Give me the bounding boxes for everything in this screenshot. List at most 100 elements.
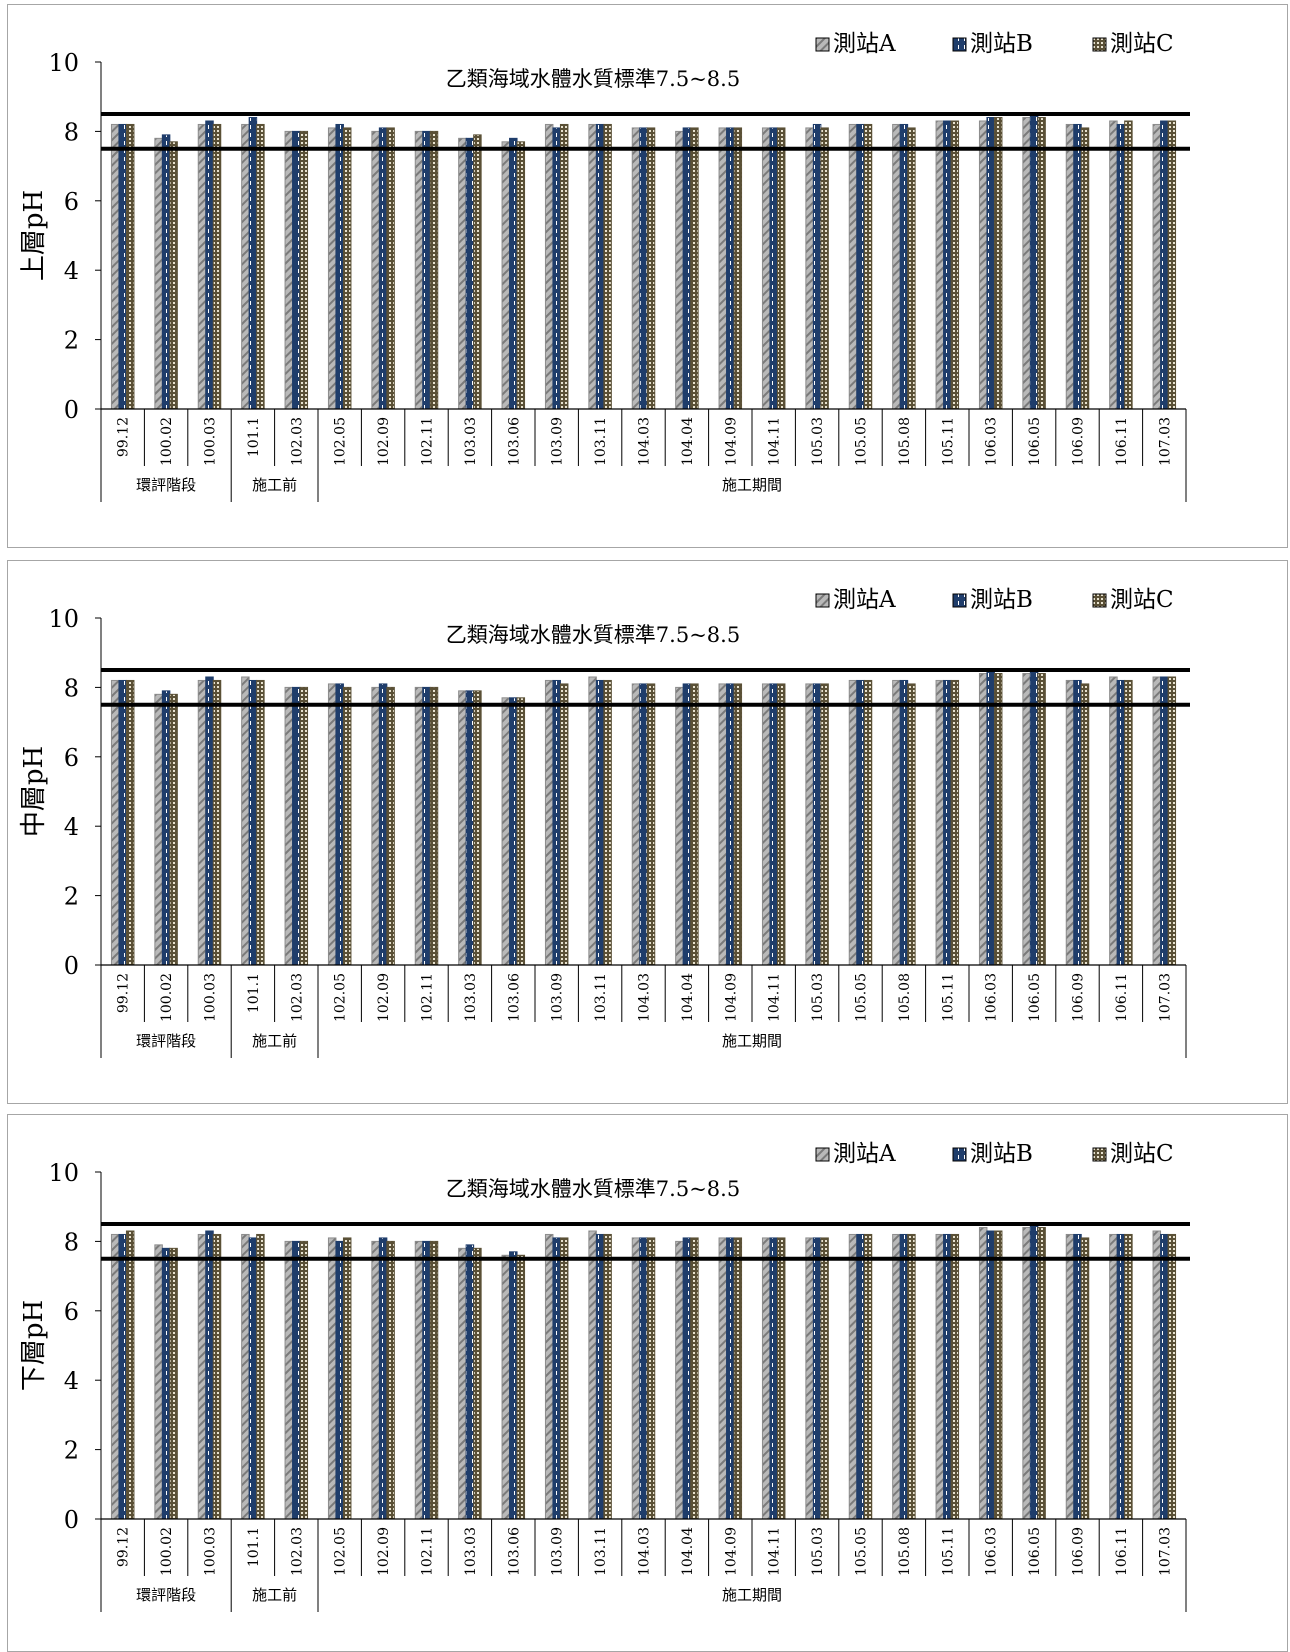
bar-station-c [256, 679, 265, 966]
bar-station-b [986, 669, 995, 966]
bar-station-a [327, 127, 337, 410]
legend-label-station-c: 測站C [1110, 587, 1174, 613]
bar-station-a [371, 686, 380, 966]
bar-station-b [205, 1230, 214, 1520]
bar-station-a [414, 686, 424, 966]
bar-station-a [110, 123, 120, 410]
bar-station-b [378, 1237, 388, 1520]
x-tick-label: 103.06 [506, 1527, 522, 1576]
bar-station-c [342, 686, 352, 966]
bar-station-c [386, 127, 395, 410]
bar-station-a [588, 123, 597, 410]
y-tick-label: 0 [64, 952, 79, 980]
x-tick-label: 105.08 [897, 417, 913, 466]
bar-station-c [690, 683, 699, 966]
bar-station-a [978, 1227, 988, 1520]
bar-station-b [726, 127, 735, 410]
y-tick-label: 10 [48, 605, 79, 633]
x-tick-label: 102.09 [376, 973, 392, 1022]
bar-station-c [863, 123, 873, 410]
bar-station-a [1022, 117, 1031, 410]
bar-station-b [1029, 669, 1039, 966]
legend-swatch-station-a [815, 593, 830, 608]
bar-station-a [327, 1237, 337, 1520]
bar-station-a [241, 676, 250, 966]
bar-station-c [1080, 1237, 1090, 1520]
bar-station-a [718, 127, 728, 410]
x-tick-label: 100.03 [203, 1527, 219, 1576]
bar-station-a [110, 1233, 120, 1520]
bar-station-a [761, 127, 771, 410]
bar-station-b [161, 690, 171, 966]
x-tick-label: 105.05 [854, 973, 870, 1022]
bar-station-b [595, 679, 605, 966]
bar-station-a [1152, 676, 1162, 966]
bar-station-b [1073, 1233, 1082, 1520]
x-tick-label: 102.03 [289, 417, 305, 466]
bar-station-a [1109, 120, 1118, 410]
bar-station-b [248, 117, 258, 410]
bar-station-c [863, 1233, 873, 1520]
bar-station-b [422, 1240, 431, 1520]
bar-station-c [125, 679, 135, 966]
legend-swatch-station-a [815, 1147, 830, 1162]
bar-station-a [631, 1237, 641, 1520]
x-tick-label: 103.11 [593, 1527, 609, 1576]
standard-annotation: 乙類海域水體水質標準7.5~8.5 [446, 67, 740, 91]
bar-station-b [986, 117, 995, 410]
bar-station-a [327, 683, 337, 966]
x-tick-label: 105.03 [810, 1527, 826, 1576]
bar-station-a [414, 130, 424, 410]
bar-station-c [299, 130, 309, 410]
y-tick-label: 6 [64, 188, 79, 216]
bar-station-c [776, 683, 786, 966]
bar-station-c [473, 134, 482, 410]
bar-station-a [805, 683, 814, 966]
x-tick-label: 102.11 [420, 973, 436, 1022]
x-tick-label: 104.04 [680, 1527, 696, 1576]
bar-station-a [501, 697, 511, 966]
bar-station-b [812, 123, 822, 410]
x-tick-label: 99.12 [116, 1527, 132, 1567]
bar-station-a [241, 1233, 250, 1520]
x-tick-label: 100.02 [159, 1527, 175, 1576]
bar-station-c [386, 1240, 395, 1520]
x-tick-label: 101.1 [246, 1527, 262, 1567]
x-tick-label: 106.11 [1114, 973, 1130, 1022]
x-tick-label: 102.05 [333, 417, 349, 466]
bar-station-c [907, 683, 916, 966]
x-tick-label: 106.05 [1027, 973, 1043, 1022]
bar-station-b [465, 690, 475, 966]
bar-station-a [1152, 123, 1162, 410]
x-tick-label: 107.03 [1157, 417, 1173, 466]
x-tick-label: 105.03 [810, 417, 826, 466]
bar-station-a [458, 137, 467, 410]
bar-station-b [205, 120, 214, 410]
x-tick-label: 102.03 [289, 973, 305, 1022]
bar-station-b [639, 683, 648, 966]
bar-station-c [993, 673, 1003, 966]
group-label: 施工期間 [722, 1032, 782, 1050]
bar-station-c [950, 120, 960, 410]
bar-station-b [726, 683, 735, 966]
bar-station-b [769, 1237, 778, 1520]
bar-station-a [458, 1247, 467, 1520]
bar-station-b [1073, 123, 1082, 410]
x-tick-label: 105.08 [897, 973, 913, 1022]
bar-station-b [856, 123, 865, 410]
y-tick-label: 4 [64, 257, 79, 285]
bar-station-b [335, 683, 344, 966]
chart-panel-middle: 0 2 4 6 8 10 中層pH 乙類海域水體水質標準7.5~8.5 99.12 100.02 1… [7, 560, 1288, 1104]
bar-station-c [820, 683, 829, 966]
bar-station-c [473, 690, 482, 966]
bar-station-c [907, 127, 916, 410]
bar-station-b [769, 127, 778, 410]
bar-station-c [516, 697, 526, 966]
x-tick-label: 104.03 [637, 973, 653, 1022]
y-tick-label: 2 [64, 1437, 79, 1465]
chart-middle: 0 2 4 6 8 10 中層pH 乙類海域水體水質標準7.5~8.5 99.12 100.02 1… [19, 587, 1190, 1058]
legend-swatch-station-b [952, 1147, 967, 1162]
bar-station-b [726, 1237, 735, 1520]
legend-swatch-station-c [1092, 593, 1107, 608]
bar-station-b [1116, 123, 1126, 410]
